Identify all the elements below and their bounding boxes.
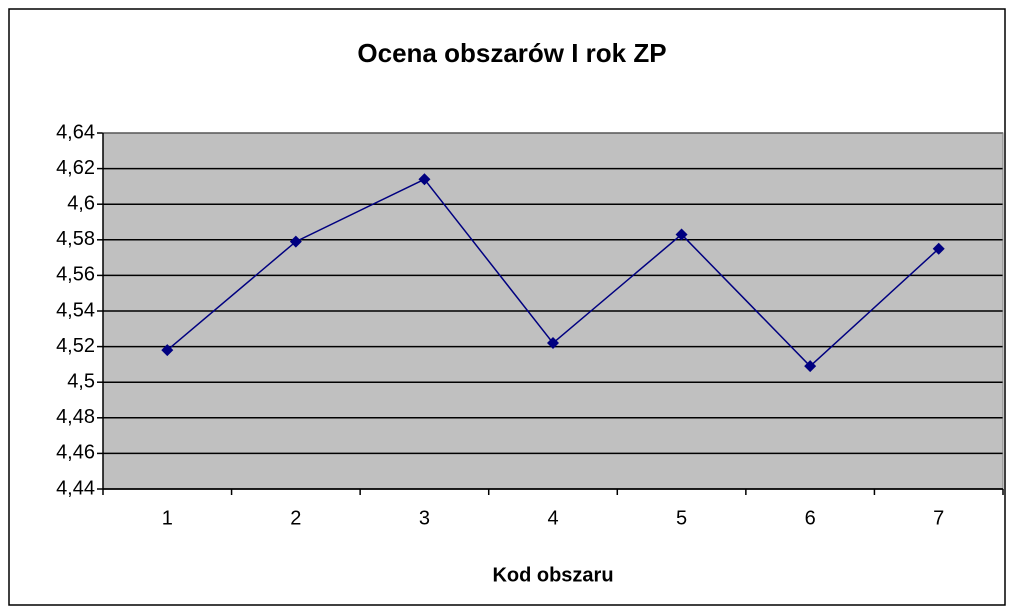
y-tick-label: 4,56 — [56, 264, 95, 286]
x-tick-label: 2 — [290, 507, 301, 529]
y-tick-label: 4,58 — [56, 228, 95, 250]
x-tick-label: 4 — [547, 507, 558, 529]
y-tick-label: 4,44 — [56, 477, 95, 499]
x-tick-label: 3 — [419, 507, 430, 529]
chart-title: Ocena obszarów I rok ZP — [357, 38, 666, 68]
marker — [289, 235, 302, 248]
y-tick-label: 4,52 — [56, 335, 95, 357]
marker — [804, 360, 817, 373]
x-tick-label: 1 — [162, 507, 173, 529]
marker — [547, 337, 559, 350]
x-tick-label: 5 — [676, 507, 687, 529]
x-tick-label: 7 — [933, 507, 944, 529]
marker — [161, 344, 174, 357]
x-axis-label: Kod obszaru — [492, 564, 613, 586]
y-tick-label: 4,64 — [56, 121, 95, 143]
y-tick-label: 4,6 — [67, 192, 95, 214]
y-tick-label: 4,54 — [56, 299, 95, 321]
y-tick-label: 4,62 — [56, 157, 95, 179]
marker — [418, 173, 431, 186]
y-tick-label: 4,46 — [56, 442, 95, 464]
x-tick-label: 6 — [805, 507, 816, 529]
y-tick-label: 4,48 — [56, 406, 95, 428]
y-tick-label: 4,5 — [67, 370, 95, 392]
marker — [932, 242, 945, 255]
marker — [675, 228, 688, 241]
